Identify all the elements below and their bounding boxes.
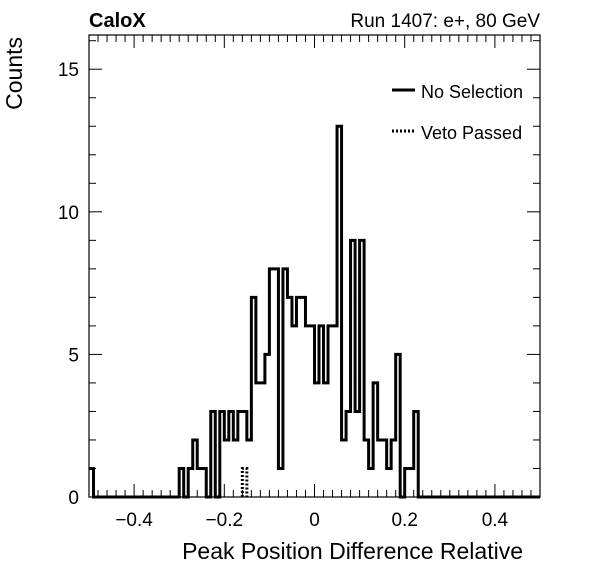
- series-no-selection: [89, 124, 540, 499]
- bin-veto-passed: [240, 466, 249, 497]
- header-title-right: Run 1407: e+, 80 GeV: [350, 11, 540, 32]
- x-axis-title: Peak Position Difference Relative: [182, 538, 523, 564]
- y-tick-label: 10: [58, 203, 79, 224]
- x-tick-label: −0.2: [206, 510, 244, 531]
- x-tick-label: 0: [309, 510, 320, 531]
- histogram-series: [89, 124, 540, 499]
- x-tick-label: 0.2: [391, 510, 417, 531]
- y-tick-label: 5: [68, 345, 79, 366]
- x-tick-label: −0.4: [115, 510, 153, 531]
- header-title-left: CaloX: [89, 10, 146, 32]
- axis-ticks: −0.4 −0.2 0 0.2 0.4 0 5 10 15: [58, 35, 541, 531]
- y-axis-title: Counts: [1, 37, 27, 110]
- legend: No Selection Veto Passed: [392, 82, 523, 143]
- y-tick-label: 0: [68, 488, 79, 509]
- legend-label-veto-passed: Veto Passed: [421, 123, 522, 143]
- x-tick-label: 0.4: [482, 510, 509, 531]
- plot-frame: [88, 34, 541, 498]
- y-tick-label: 15: [58, 60, 79, 81]
- legend-label-no-selection: No Selection: [421, 82, 523, 102]
